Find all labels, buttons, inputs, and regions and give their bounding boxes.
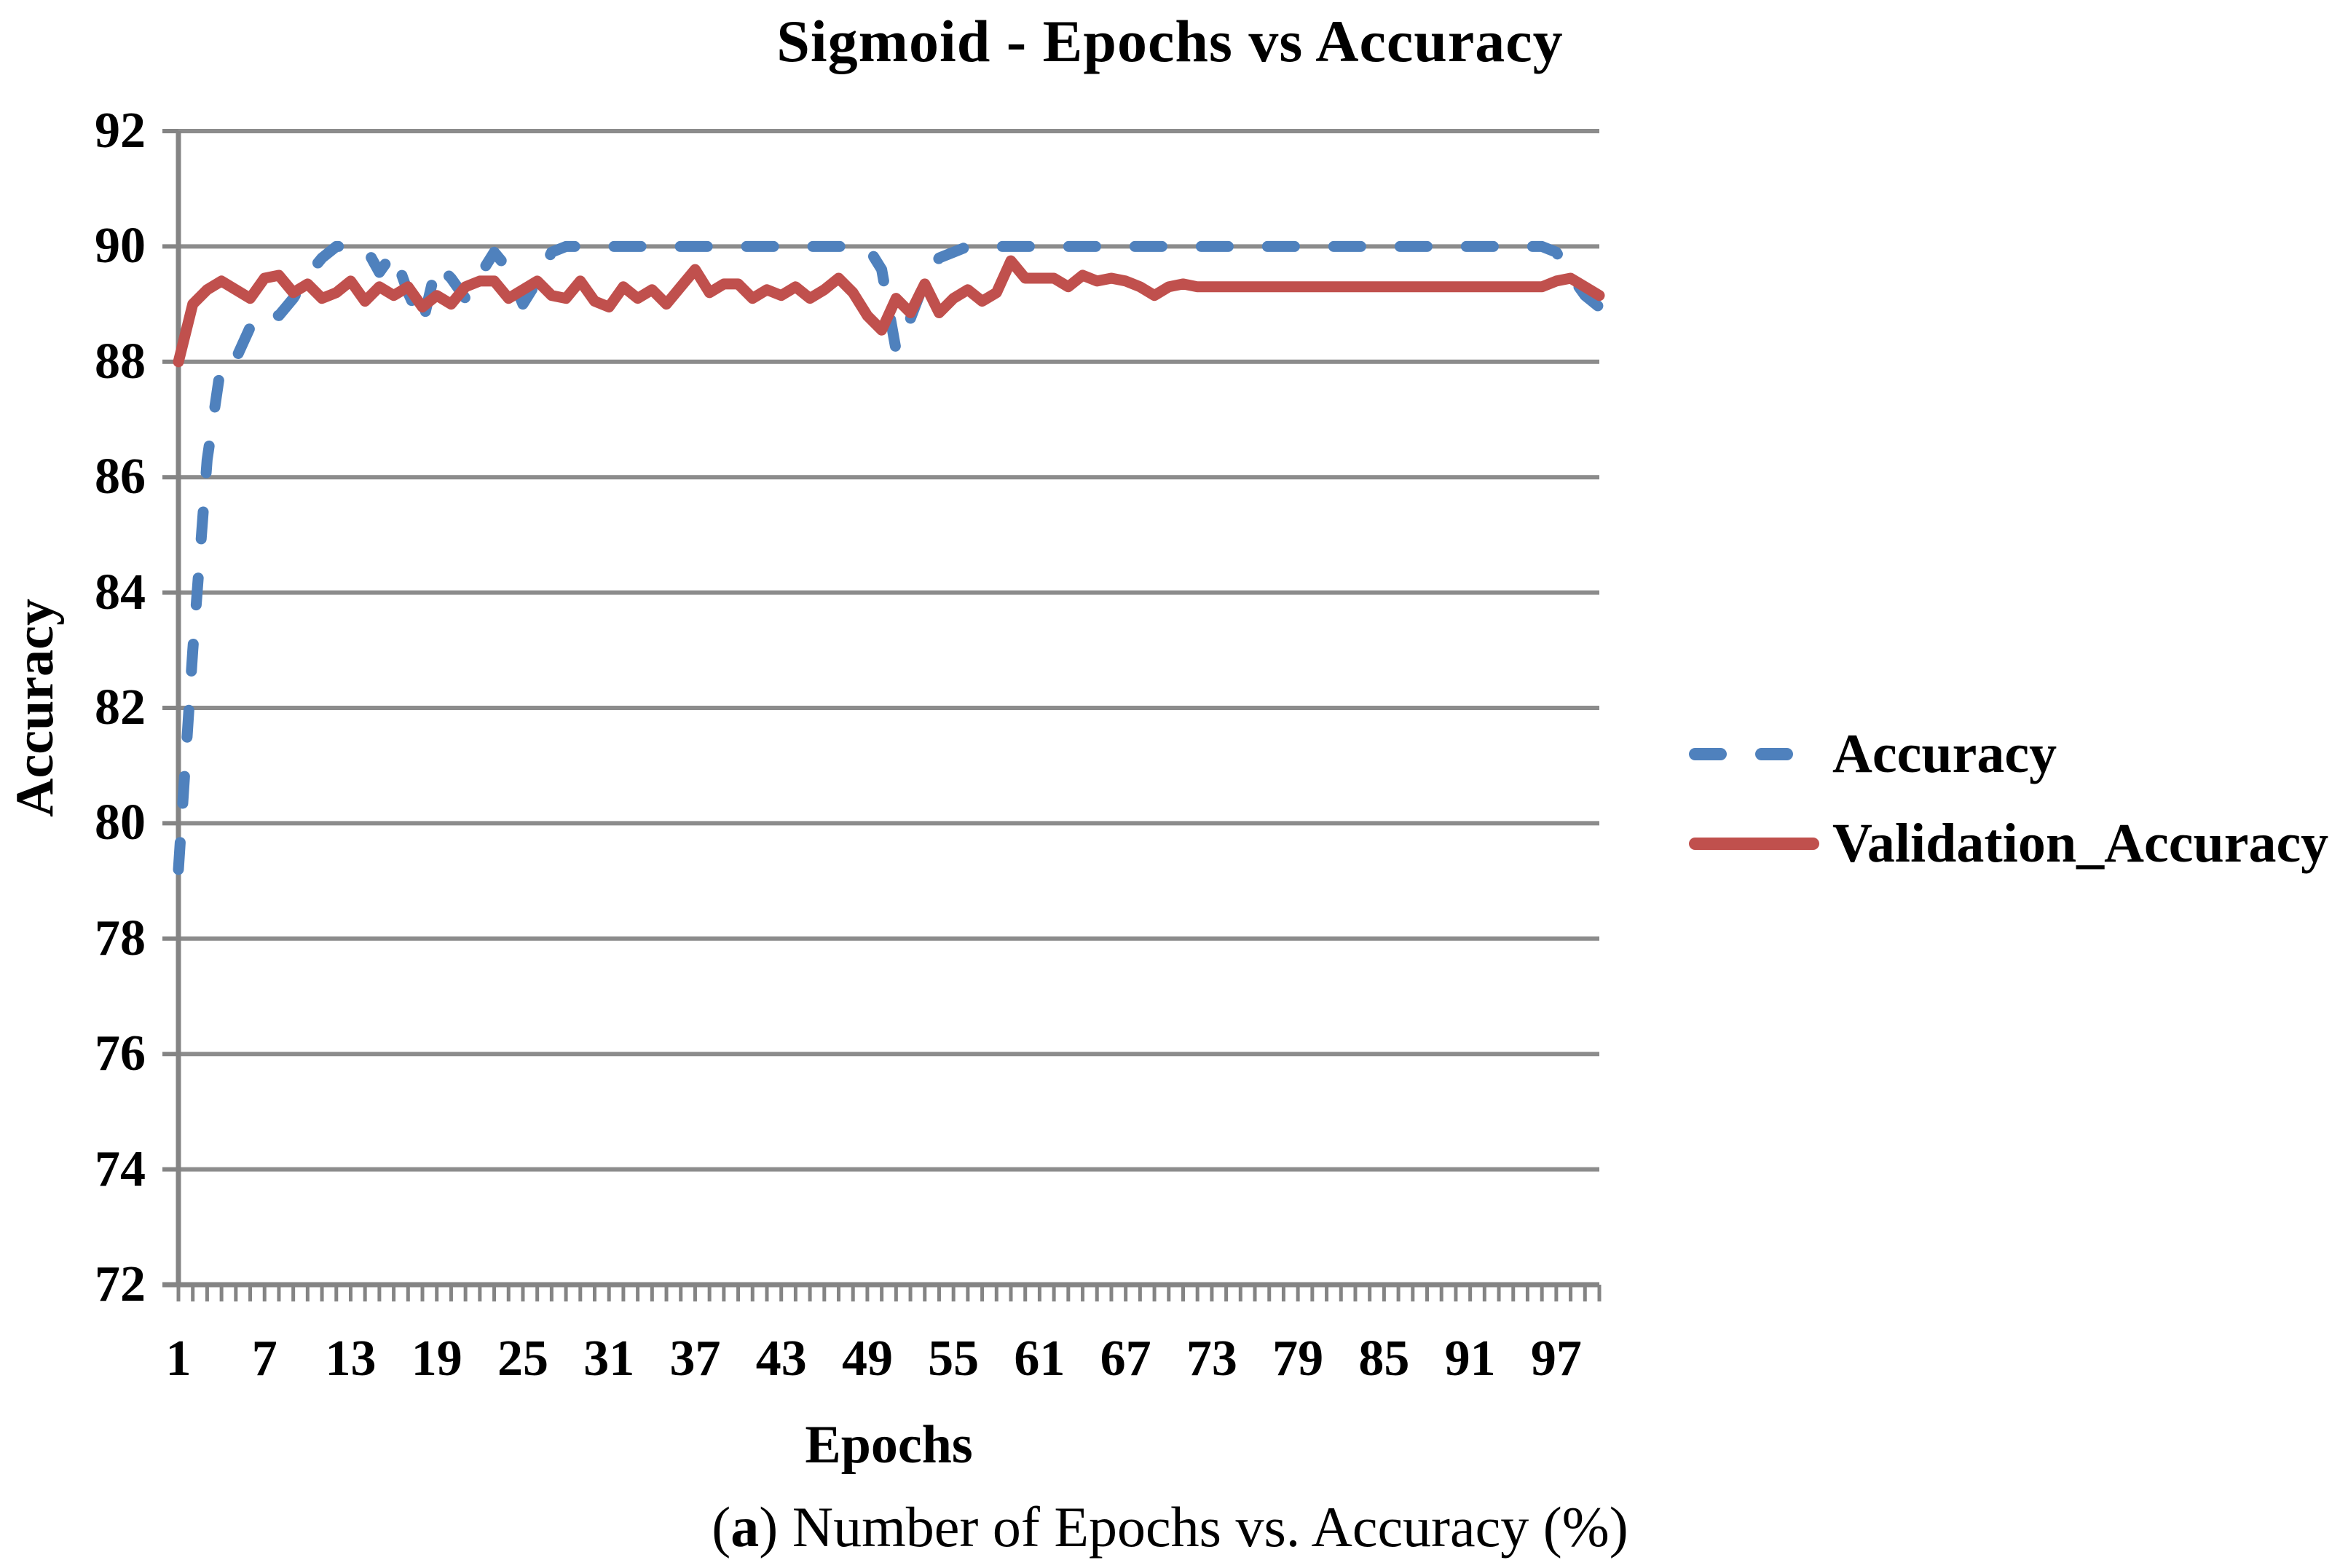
x-axis-title: Epochs <box>805 1415 973 1475</box>
y-tick-label: 82 <box>95 679 146 736</box>
plot-area <box>162 129 1605 1301</box>
y-tick-label: 78 <box>95 910 146 966</box>
caption-close-paren: ) <box>759 1495 792 1559</box>
x-tick-label: 61 <box>1014 1331 1065 1387</box>
y-tick-label: 72 <box>95 1256 146 1312</box>
x-tick-label: 55 <box>928 1331 980 1387</box>
x-tick-label: 25 <box>497 1331 548 1387</box>
y-tick-label: 86 <box>95 449 146 505</box>
x-tick-label: 49 <box>841 1331 893 1387</box>
y-tick-label: 74 <box>95 1140 146 1197</box>
y-tick-label: 88 <box>95 333 146 390</box>
accuracy-dashed-line-icon <box>1689 747 1832 760</box>
figure-caption: (a) Number of Epochs vs. Accuracy (%) <box>0 1494 2340 1560</box>
caption-open-paren: ( <box>712 1495 731 1559</box>
y-tick-label: 80 <box>95 795 146 851</box>
caption-letter: a <box>730 1495 760 1559</box>
legend-entry-validation-accuracy: Validation_Accuracy <box>1689 807 2328 880</box>
x-tick-label: 97 <box>1530 1331 1582 1387</box>
series-line-accuracy <box>173 240 1605 875</box>
chart-title: Sigmoid - Epochs vs Accuracy <box>776 8 1564 74</box>
y-tick-label: 76 <box>95 1025 146 1082</box>
x-tick-label: 13 <box>325 1331 377 1387</box>
x-tick-label: 85 <box>1358 1331 1410 1387</box>
validation-accuracy-solid-line-icon <box>1689 837 1832 850</box>
x-tick-label: 91 <box>1444 1331 1496 1387</box>
legend-label-validation-accuracy: Validation_Accuracy <box>1832 813 2329 874</box>
y-tick-label: 92 <box>95 103 146 159</box>
caption-text: Number of Epochs vs. Accuracy (%) <box>792 1495 1628 1559</box>
y-tick-label: 84 <box>95 564 146 620</box>
y-tick-label: 90 <box>95 218 146 275</box>
x-tick-label: 43 <box>755 1331 807 1387</box>
x-tick-label: 19 <box>411 1331 462 1387</box>
legend-entry-accuracy: Accuracy <box>1689 717 2057 790</box>
x-tick-label: 1 <box>165 1331 192 1387</box>
x-tick-label: 79 <box>1272 1331 1324 1387</box>
y-axis-title: Accuracy <box>5 599 65 817</box>
x-tick-label: 73 <box>1186 1331 1237 1387</box>
legend-label-accuracy: Accuracy <box>1832 723 2057 784</box>
x-tick-label: 67 <box>1100 1331 1151 1387</box>
x-tick-label: 37 <box>669 1331 721 1387</box>
x-tick-label: 31 <box>583 1331 635 1387</box>
x-tick-label: 7 <box>251 1331 277 1387</box>
series-line-validation_accuracy <box>173 255 1605 368</box>
